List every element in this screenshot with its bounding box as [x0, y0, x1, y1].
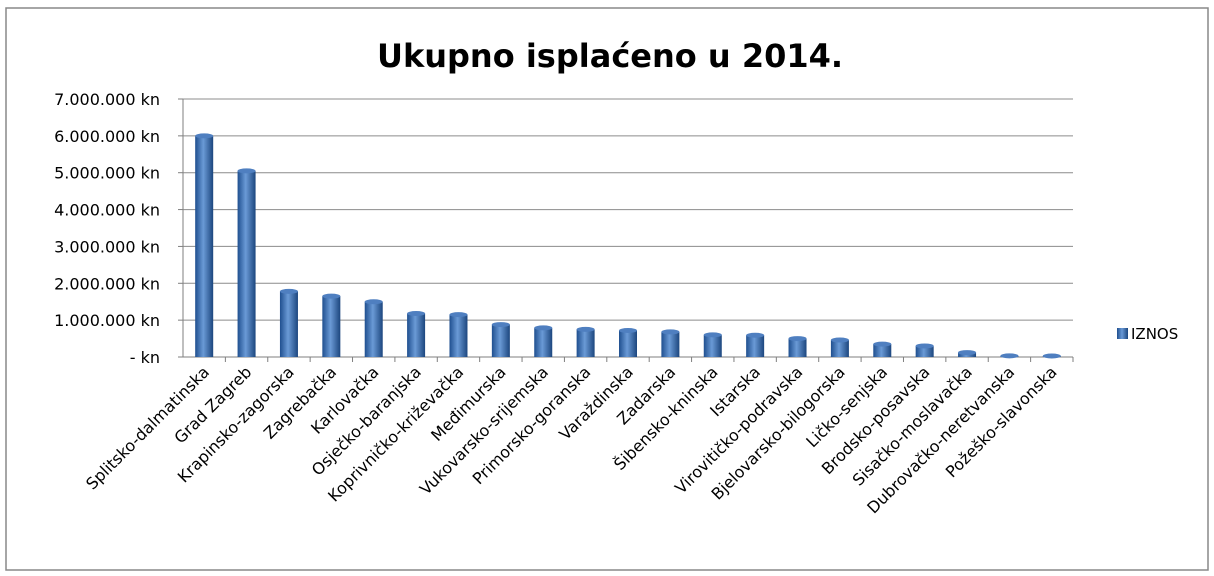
y-tick-label: 5.000.000 kn [54, 164, 160, 183]
bar-cap [449, 312, 468, 318]
bar-cap [364, 299, 383, 305]
bar-cap [830, 337, 849, 343]
bar [788, 338, 807, 357]
bar [322, 296, 341, 357]
bar-cap [576, 326, 595, 332]
bar-cap [237, 168, 256, 174]
bar-cap [407, 311, 426, 317]
y-tick-label: 7.000.000 kn [54, 90, 160, 109]
bar [195, 135, 214, 357]
y-tick-label: 2.000.000 kn [54, 274, 160, 293]
y-axis-ticks: - kn 1.000.000 kn 2.000.000 kn 3.000.000 kn… [54, 90, 160, 367]
bar [237, 170, 256, 357]
bar [703, 334, 722, 357]
bar-cap [1042, 353, 1061, 359]
bar [407, 313, 426, 357]
bar-cap [279, 288, 298, 294]
bar-cap [195, 133, 214, 139]
chart-title: Ukupno isplaćeno u 2014. [377, 37, 843, 75]
y-tick-label: 4.000.000 kn [54, 201, 160, 220]
bar-cap [958, 350, 977, 356]
bar [576, 329, 595, 357]
bar [915, 345, 934, 357]
bar-cap [491, 322, 510, 328]
legend-label: IZNOS [1131, 325, 1178, 343]
bar [746, 335, 765, 357]
bar [279, 291, 298, 357]
bar-cap [746, 332, 765, 338]
y-tick-label: 3.000.000 kn [54, 237, 160, 256]
bar [491, 324, 510, 357]
bar-cap [534, 325, 553, 331]
legend: IZNOS [1117, 325, 1178, 343]
bar [534, 327, 553, 357]
bar-cap [661, 329, 680, 335]
bar [449, 314, 468, 357]
bar [364, 301, 383, 357]
bar [661, 331, 680, 357]
bar-cap [619, 327, 637, 333]
bar [619, 330, 637, 357]
bar-cap [1000, 353, 1019, 359]
bar-layer [195, 133, 1074, 362]
legend-swatch [1117, 328, 1128, 339]
bar [830, 340, 849, 357]
bar-cap [703, 332, 722, 338]
bar-cap [873, 341, 892, 347]
y-tick-label: 6.000.000 kn [54, 127, 160, 146]
bar-cap [788, 336, 807, 342]
y-tick-label: 1.000.000 kn [54, 311, 160, 330]
y-tick-label: - kn [130, 348, 160, 367]
bar-cap [915, 343, 934, 349]
bar [873, 344, 892, 357]
bar-cap [322, 293, 341, 299]
